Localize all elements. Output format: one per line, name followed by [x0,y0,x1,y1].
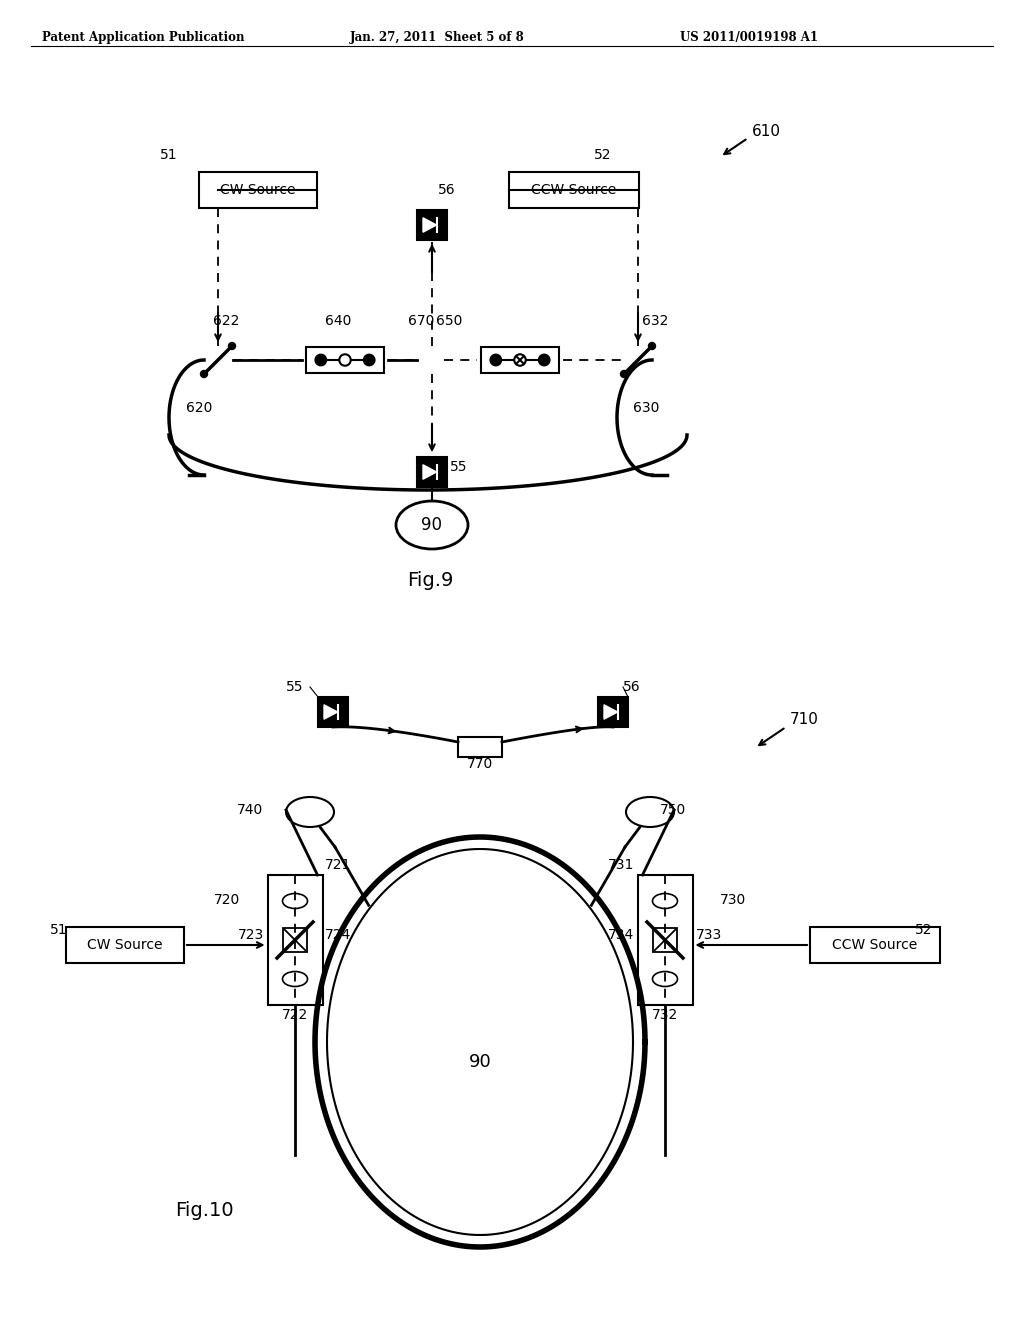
Text: 730: 730 [720,894,746,907]
Text: 51: 51 [161,148,178,162]
Text: 722: 722 [282,1008,308,1022]
Bar [417,210,447,240]
Ellipse shape [283,972,307,986]
Text: 723: 723 [239,928,264,942]
Text: 721: 721 [325,858,351,873]
Bar [458,737,502,756]
Ellipse shape [652,972,678,986]
Bar [284,928,307,952]
Polygon shape [423,465,436,479]
Text: 622: 622 [213,314,240,327]
Text: 724: 724 [325,928,351,942]
Text: 90: 90 [422,516,442,535]
Ellipse shape [626,797,674,828]
Text: CCW Source: CCW Source [531,183,616,197]
Text: Patent Application Publication: Patent Application Publication [42,30,245,44]
Circle shape [490,354,502,366]
Text: 740: 740 [237,803,263,817]
Text: 733: 733 [695,928,722,942]
Text: CW Source: CW Source [220,183,296,197]
Ellipse shape [652,894,678,908]
Text: 720: 720 [214,894,240,907]
Bar [810,927,940,964]
Bar [653,928,677,952]
Text: 55: 55 [286,680,303,694]
Bar [318,697,348,727]
Text: 56: 56 [623,680,641,694]
Text: 770: 770 [467,756,494,771]
Circle shape [201,371,208,378]
Text: 710: 710 [790,713,819,727]
Text: 734: 734 [608,928,635,942]
Text: Fig.10: Fig.10 [175,1201,233,1220]
Text: 56: 56 [438,183,456,197]
Text: 750: 750 [660,803,686,817]
Text: 650: 650 [436,314,463,327]
Circle shape [539,354,550,366]
Text: US 2011/0019198 A1: US 2011/0019198 A1 [680,30,818,44]
Text: 670: 670 [408,314,434,327]
Text: 620: 620 [186,401,212,414]
Bar [267,875,323,1005]
Circle shape [364,354,375,366]
Polygon shape [604,705,617,719]
Circle shape [315,354,327,366]
Polygon shape [423,218,436,232]
Text: CCW Source: CCW Source [833,939,918,952]
Ellipse shape [286,797,334,828]
Bar [509,172,639,209]
Text: CW Source: CW Source [87,939,163,952]
Ellipse shape [396,502,468,549]
Text: 52: 52 [594,148,611,162]
Text: 90: 90 [469,1053,492,1071]
Circle shape [339,354,350,366]
Bar [306,347,384,374]
Ellipse shape [283,894,307,908]
Text: 732: 732 [652,1008,678,1022]
Polygon shape [324,705,338,719]
Text: 630: 630 [633,401,659,414]
Circle shape [648,342,655,350]
Bar [638,875,692,1005]
Text: 632: 632 [642,314,669,327]
Text: 51: 51 [50,923,68,937]
Text: Fig.9: Fig.9 [407,572,454,590]
Text: 731: 731 [608,858,635,873]
Circle shape [228,342,236,350]
Bar [598,697,628,727]
Text: 640: 640 [325,314,351,327]
Text: Jan. 27, 2011  Sheet 5 of 8: Jan. 27, 2011 Sheet 5 of 8 [350,30,524,44]
Circle shape [514,354,525,366]
Bar [199,172,317,209]
Circle shape [621,371,628,378]
Text: 610: 610 [752,124,781,140]
Bar [417,457,447,487]
Text: 55: 55 [450,459,468,474]
Text: 52: 52 [915,923,933,937]
Bar [481,347,559,374]
Bar [66,927,184,964]
